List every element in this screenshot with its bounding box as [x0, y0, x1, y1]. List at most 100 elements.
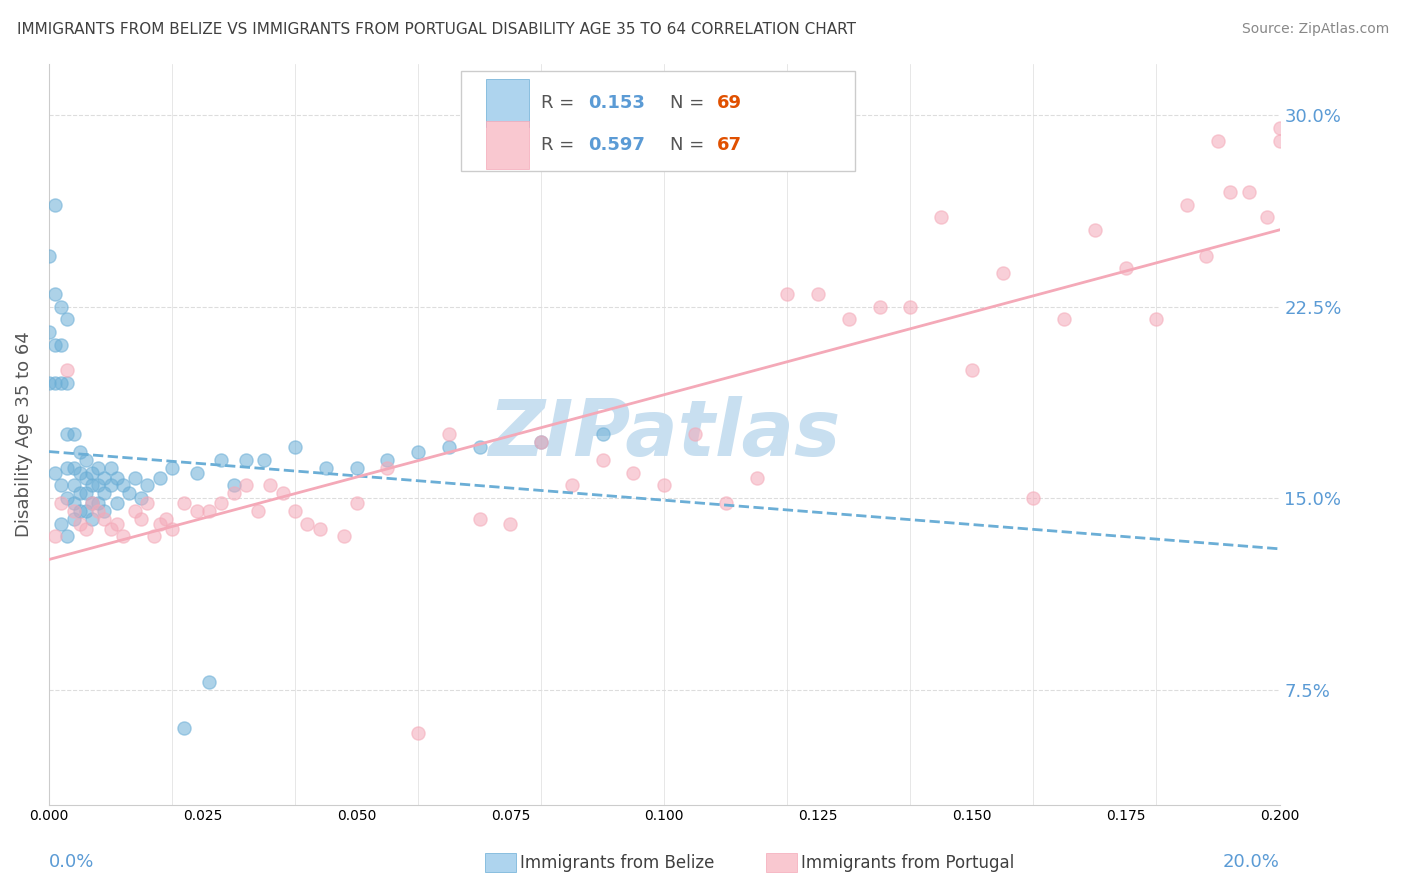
Point	[124, 471, 146, 485]
Point	[56, 491, 79, 505]
Point	[1053, 312, 1076, 326]
Point	[69, 445, 91, 459]
Point	[105, 516, 128, 531]
Point	[56, 363, 79, 377]
Point	[44, 376, 66, 391]
Point	[437, 440, 460, 454]
Text: N =: N =	[671, 136, 710, 154]
Text: 0.0%: 0.0%	[49, 853, 94, 871]
Text: Source: ZipAtlas.com: Source: ZipAtlas.com	[1241, 22, 1389, 37]
Y-axis label: Disability Age 35 to 64: Disability Age 35 to 64	[15, 332, 32, 537]
Point	[406, 445, 429, 459]
Point	[592, 427, 614, 442]
Point	[51, 376, 73, 391]
Point	[118, 486, 141, 500]
Point	[129, 491, 152, 505]
Point	[173, 721, 195, 735]
Point	[346, 496, 368, 510]
Point	[69, 516, 91, 531]
Point	[235, 453, 257, 467]
Point	[93, 504, 115, 518]
Point	[62, 496, 84, 510]
Point	[530, 435, 553, 450]
Text: 0.153: 0.153	[588, 94, 645, 112]
Point	[56, 529, 79, 543]
Point	[75, 453, 97, 467]
Point	[499, 516, 522, 531]
Point	[44, 466, 66, 480]
Point	[44, 197, 66, 211]
Text: 67: 67	[717, 136, 742, 154]
Point	[284, 440, 307, 454]
Point	[198, 504, 221, 518]
Point	[93, 471, 115, 485]
Point	[1268, 134, 1291, 148]
Point	[960, 363, 983, 377]
Point	[346, 460, 368, 475]
Point	[406, 726, 429, 740]
Point	[683, 427, 706, 442]
Text: R =: R =	[541, 94, 581, 112]
Point	[284, 504, 307, 518]
Text: 0.597: 0.597	[588, 136, 645, 154]
Point	[259, 478, 281, 492]
Point	[530, 435, 553, 450]
Point	[56, 376, 79, 391]
Point	[87, 496, 110, 510]
Point	[87, 460, 110, 475]
Point	[69, 504, 91, 518]
Point	[198, 675, 221, 690]
Point	[155, 511, 177, 525]
Point	[437, 427, 460, 442]
Text: IMMIGRANTS FROM BELIZE VS IMMIGRANTS FROM PORTUGAL DISABILITY AGE 35 TO 64 CORRE: IMMIGRANTS FROM BELIZE VS IMMIGRANTS FRO…	[17, 22, 856, 37]
FancyBboxPatch shape	[486, 78, 529, 127]
Point	[186, 466, 208, 480]
Point	[869, 300, 891, 314]
Point	[80, 496, 103, 510]
Point	[1146, 312, 1168, 326]
Point	[75, 471, 97, 485]
Point	[44, 338, 66, 352]
Text: Immigrants from Belize: Immigrants from Belize	[520, 854, 714, 871]
Point	[222, 486, 245, 500]
Point	[80, 478, 103, 492]
Point	[136, 496, 159, 510]
Point	[87, 504, 110, 518]
Point	[468, 440, 491, 454]
Point	[333, 529, 356, 543]
Point	[75, 522, 97, 536]
Point	[592, 453, 614, 467]
Point	[1115, 261, 1137, 276]
Point	[38, 249, 60, 263]
Point	[308, 522, 330, 536]
Point	[100, 522, 122, 536]
Point	[62, 511, 84, 525]
Point	[62, 478, 84, 492]
Point	[1206, 134, 1229, 148]
FancyBboxPatch shape	[486, 121, 529, 169]
Point	[623, 466, 645, 480]
Point	[38, 376, 60, 391]
Point	[468, 511, 491, 525]
Point	[160, 460, 183, 475]
Point	[111, 478, 134, 492]
Point	[1256, 211, 1278, 225]
Point	[93, 511, 115, 525]
Point	[561, 478, 583, 492]
Point	[69, 486, 91, 500]
Point	[111, 529, 134, 543]
Point	[87, 478, 110, 492]
Point	[56, 312, 79, 326]
Point	[1237, 185, 1260, 199]
Point	[44, 286, 66, 301]
Text: R =: R =	[541, 136, 581, 154]
Point	[807, 286, 830, 301]
Point	[62, 427, 84, 442]
Point	[1175, 197, 1198, 211]
Point	[929, 211, 952, 225]
Point	[100, 478, 122, 492]
Point	[75, 504, 97, 518]
Text: Immigrants from Portugal: Immigrants from Portugal	[801, 854, 1015, 871]
Point	[776, 286, 799, 301]
Point	[62, 504, 84, 518]
